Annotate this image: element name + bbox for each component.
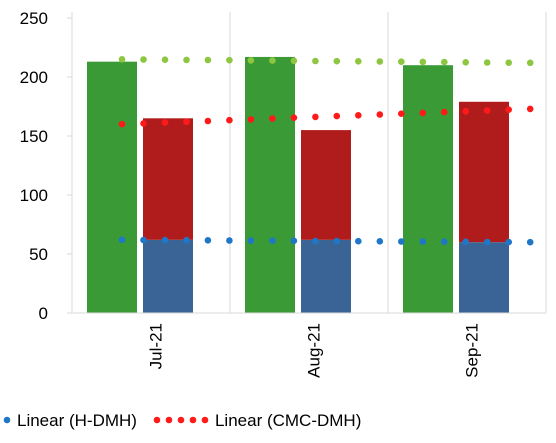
trendline-point-2 [204,237,212,244]
legend-marker [201,416,209,424]
trendline-point-0 [505,59,512,66]
trendline-point-0 [441,58,448,66]
trendline-point-0 [183,56,190,64]
trendline-point-0 [526,59,534,67]
bar-stack-2-Jul-21 [143,118,193,240]
legend-marker [189,416,197,424]
trendline-point-2 [247,237,255,244]
y-tick-label: 250 [20,9,48,28]
trendline-point-2 [118,236,126,244]
trendline-point-1 [226,116,233,124]
trendline-point-1 [526,105,534,113]
trendline-point-0 [118,56,126,63]
bar-stack-2-Aug-21 [301,130,351,240]
trendline-point-1 [312,113,319,121]
bar-green-Sep-21 [403,65,453,313]
trendline-point-2 [398,238,405,245]
trendline-point-2 [312,237,319,245]
trendline-point-1 [462,108,470,115]
y-tick-label: 150 [20,127,48,146]
trendline-point-1 [183,118,190,126]
trendline-point-1 [290,114,298,121]
trendline-point-0 [355,58,362,65]
bar-green-Jul-21 [87,61,137,313]
trendline-point-2 [462,238,470,246]
trendline-point-2 [441,238,448,245]
trendline-point-0 [140,56,147,63]
trendline-point-1 [441,108,448,116]
bar-stack-1-Jul-21 [143,239,193,313]
trendline-point-0 [226,56,233,64]
trendline-point-1 [247,116,255,123]
bar-stack-2-Sep-21 [459,101,509,243]
trendline-point-2 [333,237,341,245]
bars-layer [87,56,509,313]
trendline-point-0 [462,59,470,66]
trendline-point-2 [419,238,427,245]
bar-stack-1-Aug-21 [301,239,351,313]
trendline-point-1 [204,117,212,125]
trendline-point-1 [376,111,384,118]
axis-layer: 0 50 100 150 200 250 Jul-21 Aug-21 Sep-21 [20,9,546,378]
legend: Linear (H-DMH) Linear (CMC-DMH) [3,411,361,430]
trendline-point-2 [505,238,512,246]
x-tick-label: Sep-21 [462,323,481,378]
trendline-point-2 [355,237,362,245]
trendline-point-2 [269,237,276,244]
y-tick-label: 50 [29,245,48,264]
y-tick-label: 200 [20,68,48,87]
trendline-point-1 [269,115,276,122]
legend-marker [3,416,11,424]
trendline-point-1 [118,120,126,128]
trendline-point-0 [247,57,255,64]
legend-marker [165,416,173,424]
legend-label-0: Linear (H-DMH) [17,411,137,430]
trendline-point-2 [376,238,384,245]
x-tick-label: Aug-21 [304,323,323,378]
legend-marker [177,416,185,424]
trendline-point-2 [526,238,534,246]
legend-label-1: Linear (CMC-DMH) [215,411,361,430]
trendline-point-0 [312,57,319,65]
trendline-point-0 [290,57,298,65]
trendline-point-0 [483,59,491,66]
trendline-point-1 [140,120,147,127]
bar-green-Aug-21 [245,56,295,313]
trendline-point-0 [204,56,212,64]
bar-stack-1-Sep-21 [459,242,509,313]
y-tick-label: 0 [39,304,48,323]
trendline-point-2 [161,236,169,244]
trendline-point-2 [183,236,190,244]
trendline-point-1 [505,106,512,113]
trendline-point-1 [161,119,169,126]
trendline-point-0 [398,58,405,65]
trendline-layer [118,56,534,246]
trendline-point-2 [483,238,491,246]
legend-marker [153,416,161,424]
x-tick-label: Jul-21 [146,323,165,369]
trendline-point-0 [161,56,169,63]
trendline-point-1 [398,110,405,117]
trendline-point-1 [419,109,427,117]
trendline-point-2 [226,237,233,244]
trendline-point-0 [333,57,341,65]
trendline-point-0 [419,58,427,66]
trendline-point-0 [376,58,384,65]
trendline-point-2 [140,236,147,244]
trendline-point-1 [333,112,341,120]
y-tick-label: 100 [20,186,48,205]
trendline-point-1 [355,112,362,119]
trendline-point-1 [483,107,491,114]
trendline-point-2 [290,237,298,245]
trendline-point-0 [269,57,276,64]
